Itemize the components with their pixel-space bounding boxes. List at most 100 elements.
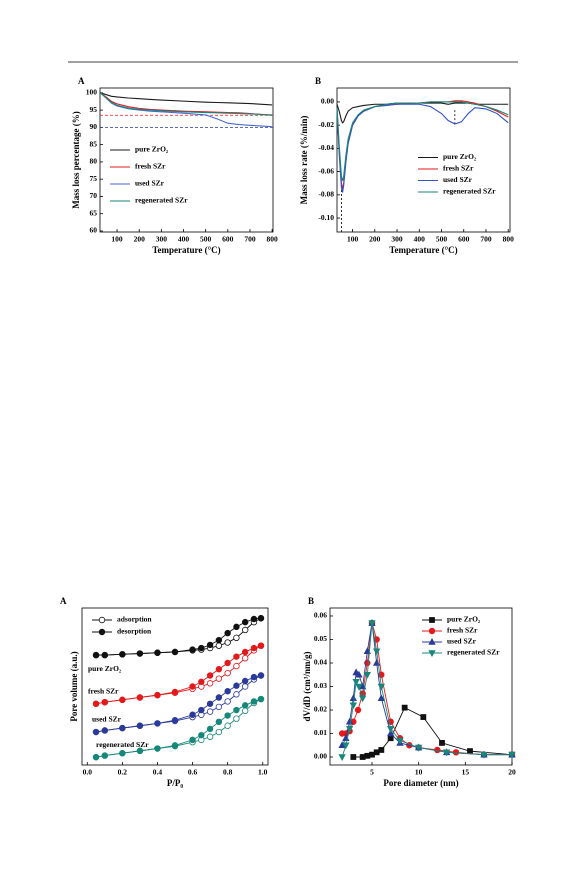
y-tick-label: 85 (90, 139, 98, 148)
data-point (154, 691, 161, 699)
data-point (354, 706, 362, 714)
series-line (100, 92, 273, 116)
y-tick-label: 0.03 (314, 681, 327, 690)
data-point (369, 751, 375, 758)
legend-marker (428, 627, 436, 635)
legend-label: regenerated SZr (135, 196, 188, 205)
data-point (171, 717, 179, 724)
data-point (401, 704, 408, 711)
y-axis-label: Mass loss rate (%/min) (299, 116, 309, 205)
data-point (373, 749, 380, 756)
data-point (372, 648, 381, 656)
data-point (171, 742, 179, 749)
data-point (363, 647, 372, 655)
y-tick-label: 70 (90, 191, 98, 200)
x-tick-label: 0.0 (83, 768, 93, 777)
series-line (336, 101, 509, 182)
legend-label: regenerated SZr (443, 187, 496, 196)
data-point (206, 733, 214, 740)
x-tick-label: 400 (414, 235, 426, 244)
series-line (100, 92, 273, 106)
data-point (206, 641, 214, 649)
data-point (215, 703, 223, 711)
panel-label: B (308, 596, 314, 606)
data-point (338, 754, 346, 762)
data-point (92, 728, 100, 736)
y-tick-label: 0.04 (314, 658, 327, 667)
data-point (224, 712, 231, 719)
data-point (250, 673, 258, 681)
legend-label: pure ZrO₂ (135, 145, 169, 154)
data-point (136, 747, 144, 755)
y-tick-label: 95 (90, 105, 98, 114)
series-line (336, 103, 509, 193)
data-point (257, 695, 265, 703)
y-tick-label: 100 (86, 88, 98, 97)
data-point (198, 678, 205, 685)
legend-label: used SZr (135, 179, 165, 188)
legend-marker (428, 637, 436, 645)
data-point (224, 639, 231, 646)
y-axis-label: dV/dD (cm³/nm/g) (302, 652, 312, 722)
plot-frame (81, 607, 269, 766)
data-point (250, 698, 258, 705)
data-point (386, 726, 395, 733)
x-tick-label: 500 (200, 235, 212, 244)
y-tick-label: 0.02 (314, 705, 327, 714)
data-point (233, 691, 240, 698)
data-point (224, 688, 231, 695)
data-point (189, 736, 196, 744)
legend-marker (429, 617, 435, 623)
data-point (241, 626, 249, 634)
y-tick-label: 90 (90, 122, 98, 131)
legend-label: pure ZrO₂ (447, 615, 481, 624)
data-point (439, 740, 445, 746)
data-point (215, 718, 223, 726)
x-tick-label: 300 (156, 235, 168, 244)
series-label: pure ZrO₂ (88, 664, 122, 673)
data-point (233, 653, 240, 660)
legend-label: fresh SZr (443, 164, 474, 173)
data-point (224, 669, 231, 677)
x-tick-label: 200 (134, 235, 146, 244)
data-point (119, 696, 126, 704)
data-point (206, 700, 214, 707)
y-tick-label: -0.06 (318, 166, 334, 175)
data-point (101, 699, 109, 706)
y-tick-label: 80 (90, 157, 98, 166)
y-axis-label: Mass loss percentage (%) (71, 111, 81, 209)
data-point (189, 711, 196, 718)
data-point (215, 675, 223, 682)
legend-marker (98, 616, 106, 624)
data-point (241, 683, 249, 690)
data-point (215, 666, 223, 673)
data-point (257, 672, 265, 679)
y-tick-label: -0.08 (318, 190, 334, 199)
data-point (352, 678, 360, 686)
data-point (387, 735, 394, 742)
x-axis-label: Pore diameter (nm) (383, 778, 458, 788)
data-point (420, 714, 427, 720)
panel-label: B (315, 76, 321, 86)
x-axis-label: P/P₀ (167, 778, 183, 788)
data-point (345, 726, 354, 733)
data-point (101, 651, 109, 659)
data-point (363, 671, 372, 679)
x-tick-label: 0.8 (223, 768, 233, 777)
legend-label: pure ZrO₂ (443, 152, 477, 161)
data-point (241, 648, 249, 656)
data-point (119, 724, 126, 732)
data-point (257, 642, 265, 649)
y-tick-label: -0.02 (318, 120, 334, 129)
data-point (206, 680, 214, 687)
data-point (189, 646, 196, 653)
series-label: regenerated SZr (96, 740, 149, 749)
series-line (100, 92, 273, 116)
y-tick-label: -0.10 (318, 213, 334, 222)
data-point (241, 702, 249, 709)
data-point (206, 708, 214, 715)
x-tick-label: 5 (370, 768, 374, 777)
x-tick-label: 700 (244, 235, 256, 244)
data-point (378, 747, 385, 753)
